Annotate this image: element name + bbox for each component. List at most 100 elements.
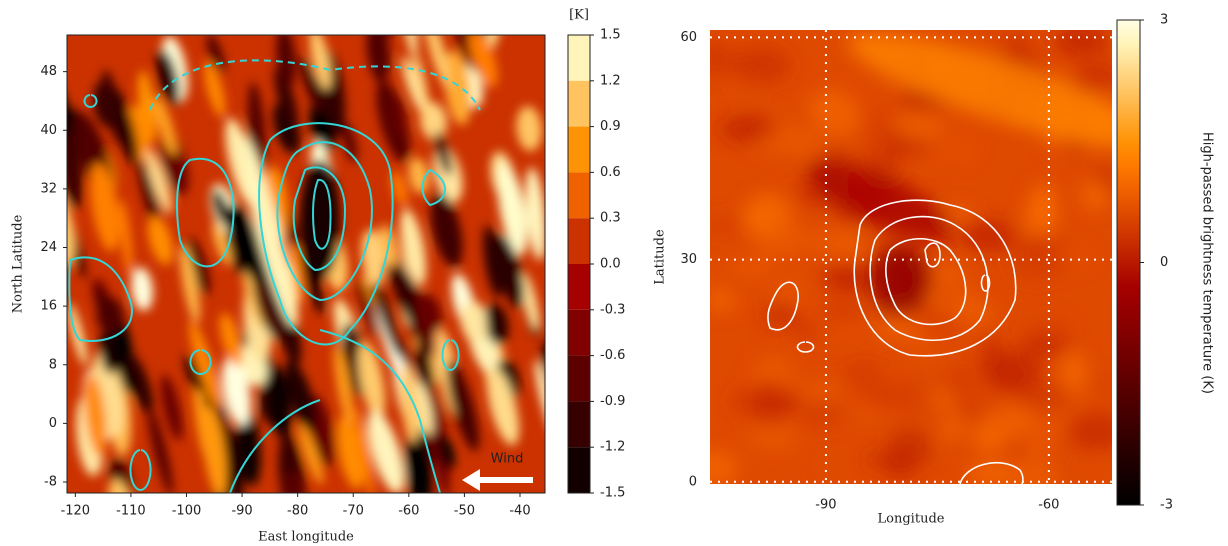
colorbar-tick-label: 0.3 <box>600 211 621 226</box>
field-blob <box>160 374 183 441</box>
field-blob <box>1060 350 1087 393</box>
field-blob <box>864 451 918 469</box>
field-blob <box>405 425 433 493</box>
field-blob <box>358 341 386 420</box>
contour-line <box>421 168 446 207</box>
field-blob <box>408 157 430 194</box>
contour-line <box>441 339 460 371</box>
field-blob <box>299 56 323 114</box>
wind-arrow-head <box>462 469 480 491</box>
field-blob <box>267 364 292 441</box>
contour-line <box>258 122 394 346</box>
field-blob <box>1081 179 1110 211</box>
contour-line <box>292 166 347 272</box>
field-blob <box>786 123 822 161</box>
field-blob <box>147 407 173 493</box>
x-tick-label: -80 <box>287 504 308 519</box>
field-blob <box>1086 457 1111 484</box>
field-blob <box>127 354 154 415</box>
colorbar-tick-label: -3 <box>1160 498 1173 513</box>
colorbar-band <box>568 80 590 127</box>
contour-line <box>869 215 989 342</box>
field-blobs <box>710 30 1112 484</box>
colorbar-band <box>568 401 590 448</box>
field-blob <box>731 46 791 85</box>
field-blob <box>484 303 509 346</box>
colorbar-tick-label: 1.2 <box>600 73 621 88</box>
contour-line <box>189 349 212 375</box>
colorbar-tick-label: -0.3 <box>600 302 625 317</box>
field-blob <box>525 167 545 261</box>
field-blob <box>710 40 735 77</box>
field-blob <box>179 244 200 324</box>
field-blob <box>110 86 139 166</box>
field-blob <box>437 433 455 470</box>
field-blob <box>710 217 748 234</box>
field-blob <box>284 360 316 431</box>
x-tick-label: -50 <box>454 504 475 519</box>
field-blob <box>228 204 266 285</box>
x-tick-label: -60 <box>398 504 419 519</box>
field-blob <box>309 35 331 90</box>
colorbar-band <box>568 355 590 402</box>
colorbar-tick-label: 0.0 <box>600 257 621 272</box>
field-blob <box>388 95 407 140</box>
field-blob <box>373 35 395 37</box>
field-blob <box>1016 383 1070 411</box>
field-blob <box>239 133 297 327</box>
field-blob <box>416 383 433 435</box>
contour-line <box>229 329 441 493</box>
field-blob <box>212 189 230 227</box>
field-blob <box>412 50 431 130</box>
field-blob <box>202 406 227 493</box>
y-axis-label: North Latitude <box>11 214 26 313</box>
field-blob <box>368 268 401 357</box>
field-blob <box>285 470 302 493</box>
colorbar-tick-label: -1.2 <box>600 440 625 455</box>
y-tick-label: -8 <box>44 475 57 490</box>
field-blob <box>842 83 902 111</box>
y-tick-label: 48 <box>40 64 57 79</box>
colorbar-tick-label: -0.6 <box>600 348 625 363</box>
contours <box>68 59 481 493</box>
field-blob <box>497 162 528 256</box>
x-axis-label: Longitude <box>878 512 945 527</box>
y-tick-label: 24 <box>40 240 57 255</box>
field-blob <box>342 121 358 163</box>
field-blobs <box>67 35 545 493</box>
field-blob <box>90 162 120 252</box>
field-blob <box>894 108 943 143</box>
field-blob <box>977 403 1035 438</box>
field-blob <box>798 399 843 429</box>
colorbar-band <box>568 218 590 264</box>
field-blob <box>728 258 775 278</box>
field-blob <box>858 381 915 410</box>
colorbar-tick-label: 1.5 <box>600 28 621 43</box>
field-blob <box>792 381 851 402</box>
x-tick-label: -40 <box>509 504 530 519</box>
field-blob <box>400 208 427 286</box>
x-tick-label: -90 <box>231 504 252 519</box>
field-blob <box>755 132 802 153</box>
field-blob <box>67 192 75 268</box>
colorbar-band <box>568 172 590 219</box>
field-blob <box>204 61 226 118</box>
field-blob <box>1009 243 1066 281</box>
field-blob <box>99 330 119 375</box>
field-blob <box>516 106 542 152</box>
colorbar-band <box>568 264 590 310</box>
field-blob <box>1007 34 1032 56</box>
heatmap-field <box>710 30 1112 484</box>
y-tick-label: 0 <box>49 416 57 431</box>
field-blob <box>276 35 296 89</box>
field-blob <box>354 406 374 493</box>
field-blob <box>67 129 83 210</box>
field-blob <box>367 410 405 493</box>
field-blob <box>189 320 221 409</box>
field-blob <box>423 35 451 90</box>
contours <box>767 199 1024 484</box>
field-blob <box>212 222 232 266</box>
field-blob <box>762 303 800 326</box>
annotation: Wind <box>491 452 524 467</box>
field-blob <box>483 225 503 298</box>
